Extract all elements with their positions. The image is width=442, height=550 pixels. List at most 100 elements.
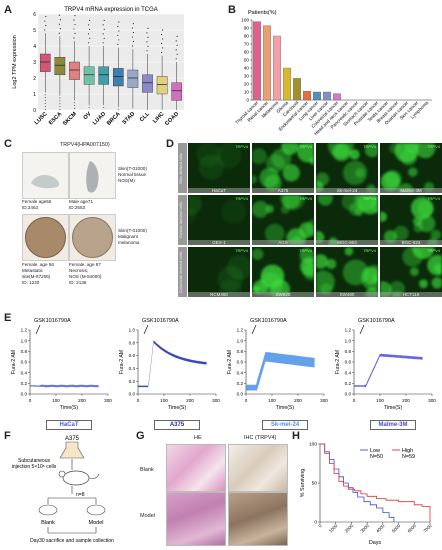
h-legend-n: N=59: [402, 454, 415, 460]
e-trace-band: [30, 384, 99, 388]
chart-a-outlier: [74, 14, 76, 17]
e-drug-label: GSK1016790A: [358, 318, 395, 324]
chart-a-outlier: [146, 32, 148, 34]
d-cell-name: AGS: [252, 240, 314, 245]
e-drug-label: GSK1016790A: [250, 318, 287, 324]
chart-b-ytick: 20: [244, 82, 250, 87]
chart-a-outlier: [73, 28, 75, 30]
e-drug-label: GSK1016790A: [34, 318, 71, 324]
chart-a-ylabel: Log2 TPM expression: [12, 35, 18, 88]
e-xtick: 0: [137, 398, 140, 403]
d-channel-label: TRPV4: [299, 248, 312, 253]
chart-b-ytick: 30: [244, 74, 250, 79]
panel-letter-a: A: [4, 4, 12, 16]
chart-b-ytick: 0: [246, 98, 249, 103]
chart-a-outlier: [117, 25, 119, 28]
f-day: Day30 sacrifice and sample collection: [30, 538, 114, 544]
chart-b-ytick: 80: [244, 34, 250, 39]
e-trace-band: [138, 340, 207, 388]
g-row2: Model: [140, 513, 155, 519]
chart-a-xtick: CLL: [139, 111, 151, 123]
chart-a-outlier: [117, 108, 119, 110]
h-legend-name: Low: [370, 448, 380, 454]
d-row-label: Gastric derived cells: [178, 195, 187, 245]
e-ylabel: Fura-2 AM: [119, 350, 125, 374]
chart-b-bar: [263, 25, 271, 101]
chart-a-outlier: [74, 102, 75, 104]
h-survival-curve: [320, 443, 431, 522]
e-xlabel: Time(S): [384, 405, 403, 411]
chart-a-ytick: 0: [33, 108, 36, 114]
e-ytick: 0.6: [237, 360, 244, 365]
c-cap4: ID:2553: [69, 205, 86, 210]
d-row-label: Colorectal derived cells: [178, 247, 187, 297]
chart-a-outlier: [44, 100, 46, 102]
chart-a-outlier: [44, 108, 46, 110]
e-drug-arrow: [35, 324, 41, 335]
chart-a-ytick: 1: [33, 92, 36, 98]
chart-a-outlier: [118, 39, 120, 41]
chart-a-outlier: [59, 28, 62, 30]
chart-a-xtick: BRCA: [106, 111, 122, 127]
chart-a-outlier: [102, 42, 104, 44]
chart-a-outlier: [117, 34, 119, 37]
chart-a-outlier: [132, 31, 134, 34]
chart-a-outlier: [131, 45, 133, 47]
c-side1b: Normal tissue: [118, 172, 147, 177]
chart-a-outlier: [58, 32, 61, 34]
e-xtick: 300: [428, 398, 436, 403]
e-xtick: 0: [353, 398, 356, 403]
experiment-schematic: A375 Subcutaneous injection 5×10⁶ cells …: [12, 436, 114, 544]
e-trace-band: [354, 353, 423, 388]
chart-a-boxplot: TRPV4 mRNA expression in TCGA0123456LUSC…: [12, 7, 184, 127]
f-blank: Blank: [41, 520, 55, 526]
chart-b-ytick: 60: [244, 50, 250, 55]
chart-a-outlier: [44, 20, 46, 22]
d-channel-label: TRPV4: [363, 144, 376, 149]
calcium-traces: GSK1016790A 0.0 0.2 0.4 0.6 0.8 1.0 1.2 0 100 200 3…: [8, 314, 438, 434]
chart-a-box: [83, 66, 95, 85]
chart-a-outlier: [161, 42, 163, 45]
fluorescence-image: TRPV4 A375: [252, 143, 314, 193]
c-cap2: ID:2463: [22, 205, 39, 210]
fluorescence-image: TRPV4 Sk-mel-24: [316, 143, 378, 193]
panel-letter-h: H: [292, 430, 300, 442]
e-ytick: 0.0: [21, 392, 28, 397]
chart-a-ytick: 3: [33, 60, 36, 66]
e-ytick: 0.4: [21, 370, 28, 375]
f-n: n=8: [76, 492, 85, 498]
calcium-trace-chart: GSK1016790A 0.0 0.2 0.4 0.6 0.8 1.0 1.2 0 100 200 3…: [335, 318, 436, 411]
ihc-model-image: [228, 492, 288, 546]
fluorescence-image: TRPV4 NCM460: [188, 247, 250, 297]
f-model: Model: [89, 520, 104, 526]
chart-a-outlier: [44, 102, 46, 104]
chart-b-ytick: 90: [244, 26, 250, 31]
panel-letter-c: C: [4, 138, 12, 150]
chart-b-bar: [293, 78, 301, 101]
h-ylabel: % Surviving: [300, 469, 306, 497]
e-trace-band: [246, 351, 315, 391]
panel-letter-b: B: [228, 4, 236, 16]
g-he: HE: [194, 435, 202, 441]
fluorescence-image: TRPV4 MGC-803: [316, 195, 378, 245]
d-row-label: Skin derived cells: [178, 143, 187, 193]
chart-a-outlier: [162, 47, 164, 49]
e-drug-arrow: [359, 324, 365, 335]
c-cap8: ID: 1220: [22, 280, 40, 285]
panel-letter-e: E: [4, 312, 12, 324]
chart-a-outlier: [44, 97, 46, 99]
e-xlabel: Time(S): [276, 405, 295, 411]
chart-a-outlier: [162, 29, 164, 31]
e-xtick: 200: [294, 398, 302, 403]
d-channel-label: TRPV4: [427, 144, 440, 149]
ihc-blank-image: [228, 444, 288, 492]
chart-a-outlier: [74, 23, 76, 26]
fluorescence-image: TRPV4 HCT116: [380, 247, 442, 297]
d-cell-name: SW620: [252, 292, 314, 297]
e-cell-label: Sk-mel-24: [262, 420, 308, 430]
chart-a-ytick: 4: [33, 44, 36, 50]
c-side1a: Skin(T-01000): [118, 166, 147, 171]
e-xtick: 200: [402, 398, 410, 403]
chart-a-outlier: [59, 106, 61, 108]
h-xtick: 2000: [344, 523, 355, 534]
